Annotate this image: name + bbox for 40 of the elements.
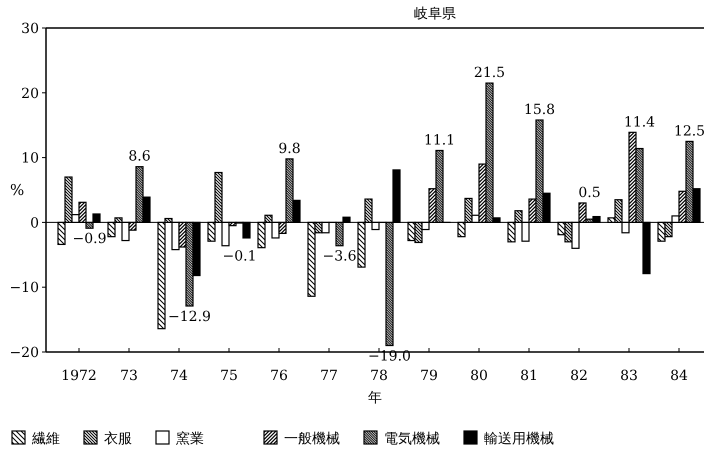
- x-tick-label: 84: [670, 368, 688, 384]
- x-tick-label: 74: [170, 368, 188, 384]
- legend-label: 電気機械: [384, 431, 440, 447]
- x-tick-label: 79: [420, 368, 438, 384]
- x-tick-label: 80: [470, 368, 488, 384]
- data-label: 11.4: [624, 114, 656, 130]
- x-tick-label: 73: [120, 368, 138, 384]
- data-label: −0.1: [222, 248, 256, 265]
- y-tick-label: 30: [21, 21, 39, 37]
- x-tick-label: 83: [620, 368, 638, 384]
- data-label: −3.6: [322, 248, 357, 265]
- y-tick-label: 20: [21, 86, 39, 102]
- legend-label: 一般機械: [284, 431, 340, 447]
- legend-label: 衣服: [104, 431, 132, 447]
- data-label: 0.5: [578, 184, 601, 201]
- x-tick-label: 81: [520, 368, 538, 384]
- data-label: 15.8: [524, 102, 556, 118]
- data-label: −12.9: [168, 308, 211, 325]
- legend-label: 窯業: [176, 431, 204, 447]
- x-tick-label: 1972: [61, 368, 97, 384]
- data-label: 21.5: [474, 65, 506, 82]
- data-label: 11.1: [424, 132, 456, 148]
- x-tick-label: 82: [570, 368, 588, 384]
- legend-label: 繊維: [31, 431, 60, 447]
- x-tick-label: 77: [320, 368, 338, 384]
- data-label: 8.6: [128, 148, 151, 165]
- data-label: −0.9: [72, 231, 106, 248]
- x-tick-label: 78: [370, 368, 388, 384]
- y-tick-label: −10: [9, 280, 39, 296]
- x-tick-label: 75: [220, 368, 238, 384]
- y-tick-label: 0: [30, 215, 39, 232]
- x-tick-label: 76: [270, 368, 288, 384]
- data-label: 12.5: [674, 123, 706, 140]
- x-axis-title: 年: [368, 390, 382, 406]
- y-tick-label: 10: [21, 150, 39, 167]
- data-label: 9.8: [278, 140, 301, 157]
- chart-title: 岐阜県: [414, 6, 456, 22]
- legend-label: 輸送用機械: [484, 431, 554, 447]
- y-axis-title: %: [10, 181, 24, 199]
- y-tick-label: −20: [9, 345, 39, 361]
